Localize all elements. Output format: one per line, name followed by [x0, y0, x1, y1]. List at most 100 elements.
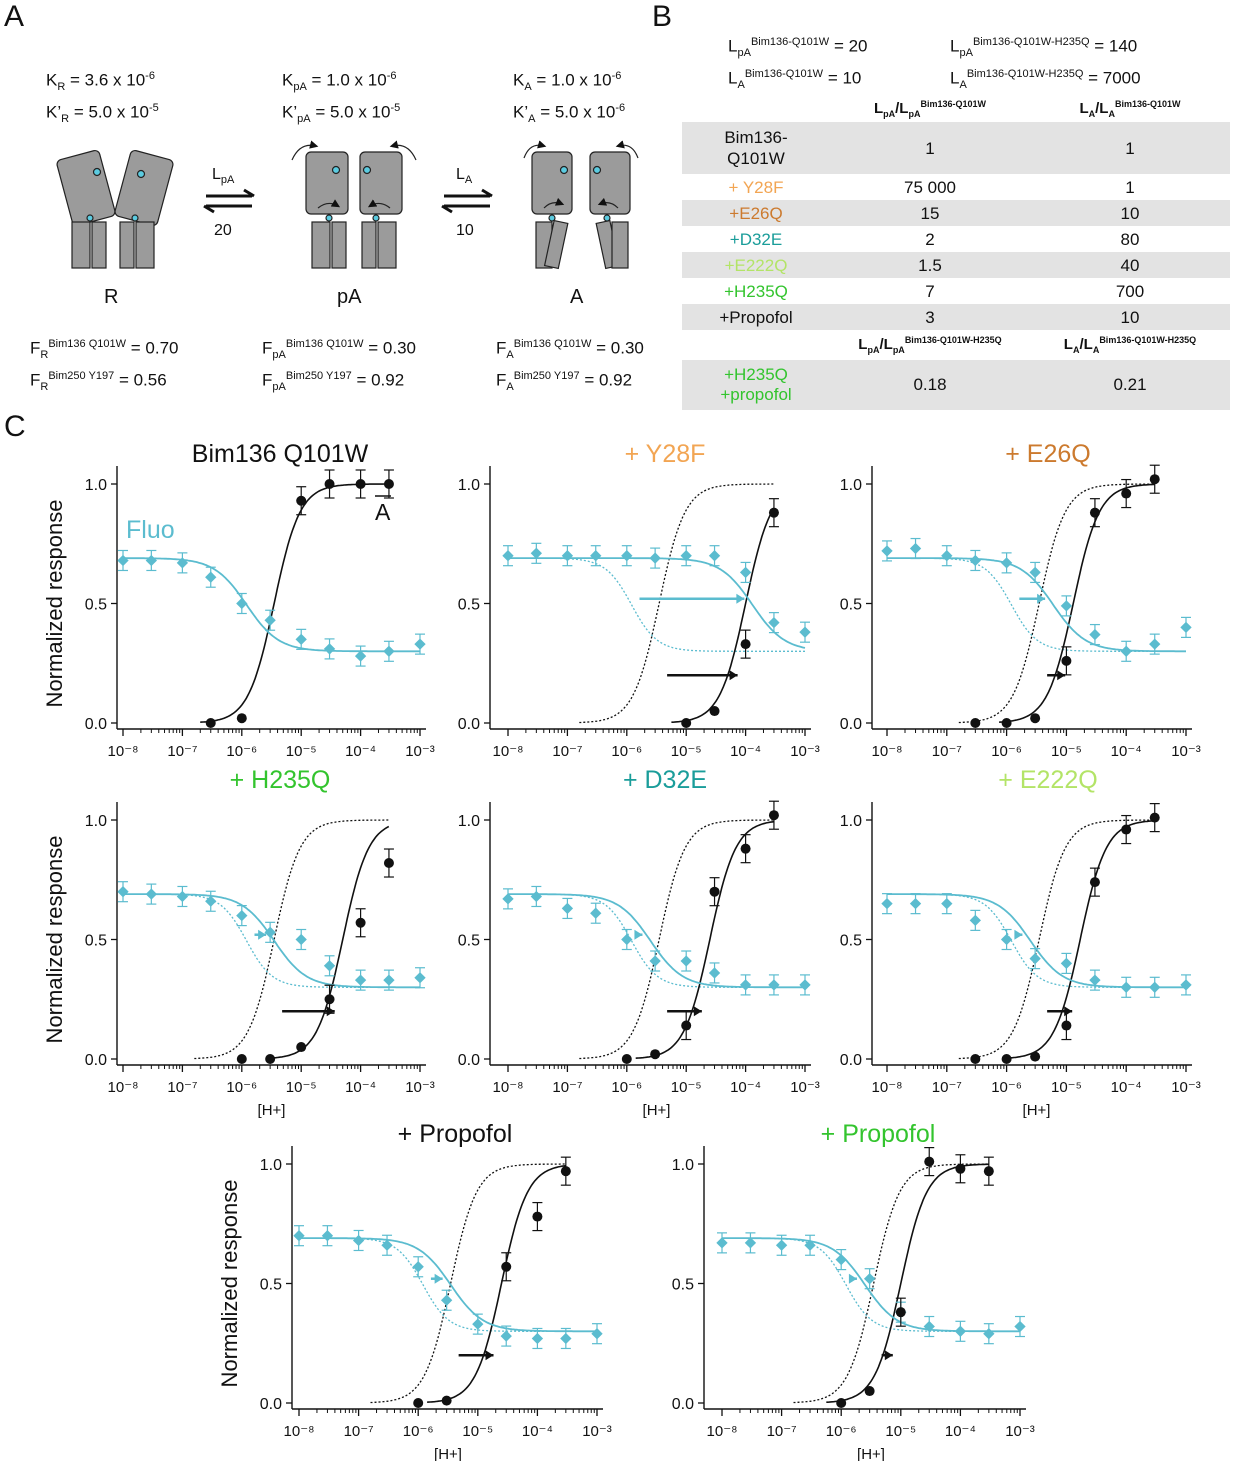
fluo-shift-arrow-head — [1037, 593, 1046, 604]
chart-title: + Propofol — [398, 1120, 513, 1148]
fluo-point — [983, 1328, 995, 1340]
col-header-lpa-h235q: LpA/LpABim136-Q101W-H235Q — [858, 335, 1002, 355]
a-point — [1121, 824, 1132, 835]
y-tick-label: 1.0 — [458, 477, 480, 494]
row-value-la: 1 — [1125, 177, 1135, 197]
fluo-point — [1089, 628, 1101, 641]
a-point — [768, 507, 779, 518]
fluo-point — [205, 895, 217, 907]
a-point — [324, 994, 335, 1005]
fluo-shift-arrow-head — [258, 929, 267, 940]
fluo-point — [909, 897, 922, 910]
x-tick-label: 10⁻⁸ — [108, 743, 139, 760]
a-fit-curve — [826, 1163, 989, 1403]
fluo-point — [264, 926, 276, 938]
fluo-point — [739, 979, 752, 991]
row-value-lpa: 15 — [920, 203, 940, 223]
fluo-point — [145, 554, 157, 567]
x-tick-label: 10⁻³ — [1171, 743, 1201, 760]
a-shift-arrow-head — [326, 1006, 335, 1017]
col-header-la-h235q: LA/LABim136-Q101W-H235Q — [1063, 335, 1197, 355]
fluo-point — [1120, 645, 1132, 657]
chart-title: Bim136 Q101W — [192, 440, 369, 468]
x-tick-label: 10⁻⁶ — [226, 743, 257, 760]
a-point — [1149, 474, 1160, 485]
fluo-point — [1180, 979, 1192, 991]
reference-fluo-curve — [299, 1237, 597, 1332]
state-label-a: A — [570, 286, 584, 308]
y-tick-label: 1.0 — [85, 477, 107, 494]
y-tick-label: 0.0 — [458, 716, 480, 733]
fluo-point — [236, 597, 248, 610]
fluo-point — [321, 1230, 334, 1242]
a-point — [621, 1054, 632, 1064]
x-tick-label: 10⁻⁴ — [730, 1079, 761, 1096]
a-point — [501, 1261, 512, 1272]
y-tick-label: 0.5 — [85, 933, 107, 950]
x-tick-label: 10⁻⁷ — [552, 743, 582, 760]
table-row: +E222Q 1.5 40 — [682, 252, 1230, 278]
resting-state-receptor — [56, 149, 174, 269]
a-point — [1149, 812, 1160, 823]
a-point — [1030, 1051, 1041, 1062]
row-value-la: 10 — [1120, 307, 1140, 327]
state-a-constants: KA = 1.0 x 10-6 K’A = 5.0 x 10-6 — [513, 70, 626, 126]
a-fit-curve — [268, 825, 390, 1059]
row-label: +E26Q — [729, 203, 783, 223]
col-header-la: LA/LABim136-Q101W — [1079, 99, 1181, 119]
mutant-ratio-table: LpA/LpABim136-Q101W LA/LABim136-Q101W Bi… — [682, 96, 1230, 410]
table-row: + Y28F 75 000 1 — [682, 174, 1230, 200]
fluo-point — [117, 886, 129, 898]
a-point — [895, 1307, 906, 1318]
a-point — [681, 718, 692, 728]
fluo-point — [649, 955, 661, 967]
fluo-point — [1000, 557, 1013, 569]
a-point — [355, 479, 366, 489]
fluo-point — [354, 974, 367, 986]
reference-fluo-curve — [508, 557, 805, 652]
fluo-point — [531, 1332, 544, 1345]
row-value-la: 700 — [1115, 281, 1145, 301]
reference-fluo-curve — [123, 893, 420, 988]
a-point — [709, 706, 720, 717]
row-value-la: 0.21 — [1113, 375, 1147, 394]
fluo-point — [1029, 952, 1041, 965]
reference-a-curve — [194, 819, 389, 1060]
fluo-point — [561, 550, 574, 562]
fluo-point — [1149, 981, 1161, 993]
a-point — [441, 1395, 452, 1406]
chart-title: + Propofol — [821, 1120, 936, 1148]
y-tick-label: 1.0 — [260, 1157, 282, 1174]
table-row-h235q-propofol: +H235Q +propofol 0.18 0.21 — [682, 360, 1230, 410]
fluo-point — [1089, 974, 1101, 986]
a-point — [296, 495, 307, 506]
fluo-point — [768, 979, 780, 991]
fluo-point — [1060, 600, 1073, 612]
y-tick-label: 1.0 — [85, 813, 107, 830]
x-tick-label: 10⁻³ — [790, 1079, 820, 1096]
fluo-point — [680, 550, 692, 562]
row-value-la: 80 — [1120, 229, 1140, 249]
fluo-point — [440, 1294, 453, 1306]
fluo-point — [236, 909, 248, 922]
chart-7: 0.0 0.5 1.0 10⁻⁸ 10⁻⁷ 10⁻⁶ 10⁻⁵ 10⁻⁴ 10⁻³ + Propo… — [672, 1120, 1035, 1461]
y-tick-label: 0.0 — [672, 1396, 694, 1413]
a-shift-arrow-head — [884, 1350, 893, 1361]
x-tick-label: 10⁻⁴ — [345, 1079, 376, 1096]
a-point — [681, 1020, 692, 1031]
a-fit-curve — [200, 483, 389, 723]
table-row: +H235Q 7 700 — [682, 278, 1230, 304]
row-value-lpa: 1 — [925, 138, 935, 158]
fluo-point — [295, 933, 307, 946]
fluo-point — [590, 907, 602, 919]
a-point — [296, 1042, 307, 1053]
a-point — [864, 1386, 875, 1397]
y-tick-label: 0.5 — [840, 933, 862, 950]
fluo-point — [708, 967, 721, 979]
fluo-point — [649, 552, 661, 564]
a-point — [768, 810, 779, 821]
a-point — [265, 1054, 276, 1064]
row-value-la: 1 — [1125, 138, 1135, 158]
x-tick-label: 10⁻⁷ — [167, 743, 197, 760]
